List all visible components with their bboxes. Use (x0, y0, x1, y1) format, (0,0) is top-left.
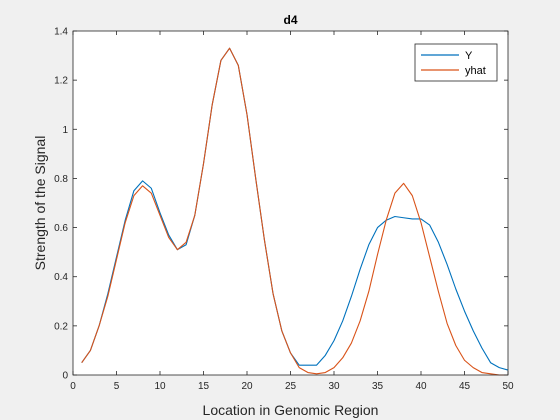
axes: 0 5 10 15 20 25 30 35 40 45 50 0 0.2 0.4 0.6 0.8 1 1.2 1.4 (54, 27, 514, 393)
x-tick-label: 0 (70, 381, 76, 392)
legend-box (414, 43, 498, 82)
chart-title: d4 (283, 13, 297, 27)
y-tick-label: 0.6 (54, 223, 68, 234)
y-tick-label: 1 (62, 125, 68, 136)
x-tick-label: 15 (198, 381, 210, 392)
x-tick-label: 45 (459, 381, 471, 392)
x-tick-label: 5 (114, 381, 120, 392)
y-tick-label: 0.2 (54, 321, 68, 332)
plot-area (73, 31, 508, 375)
x-tick-label: 40 (415, 381, 427, 392)
x-tick-label: 25 (285, 381, 297, 392)
series-line-yhat (81, 47, 508, 376)
plot-lines (81, 47, 509, 376)
y-tick-label: 0.4 (54, 272, 68, 283)
x-axis-label: Location in Genomic Region (203, 402, 379, 418)
series-line-y (81, 47, 509, 371)
legend-label-y: Y (465, 50, 473, 62)
x-tick-label: 10 (154, 381, 166, 392)
x-tick-label: 30 (328, 381, 340, 392)
y-tick-label: 0 (62, 371, 68, 382)
y-tick-label: 0.8 (54, 174, 68, 185)
y-axis-label: Strength of the Signal (32, 136, 48, 271)
legend-label-yhat: yhat (465, 65, 486, 77)
x-tick-label: 20 (241, 381, 253, 392)
y-tick-label: 1.4 (54, 27, 68, 38)
x-tick-label: 35 (372, 381, 384, 392)
legend[interactable]: Y yhat (414, 43, 498, 82)
x-tick-label: 50 (502, 381, 514, 392)
y-tick-label: 1.2 (54, 76, 68, 87)
